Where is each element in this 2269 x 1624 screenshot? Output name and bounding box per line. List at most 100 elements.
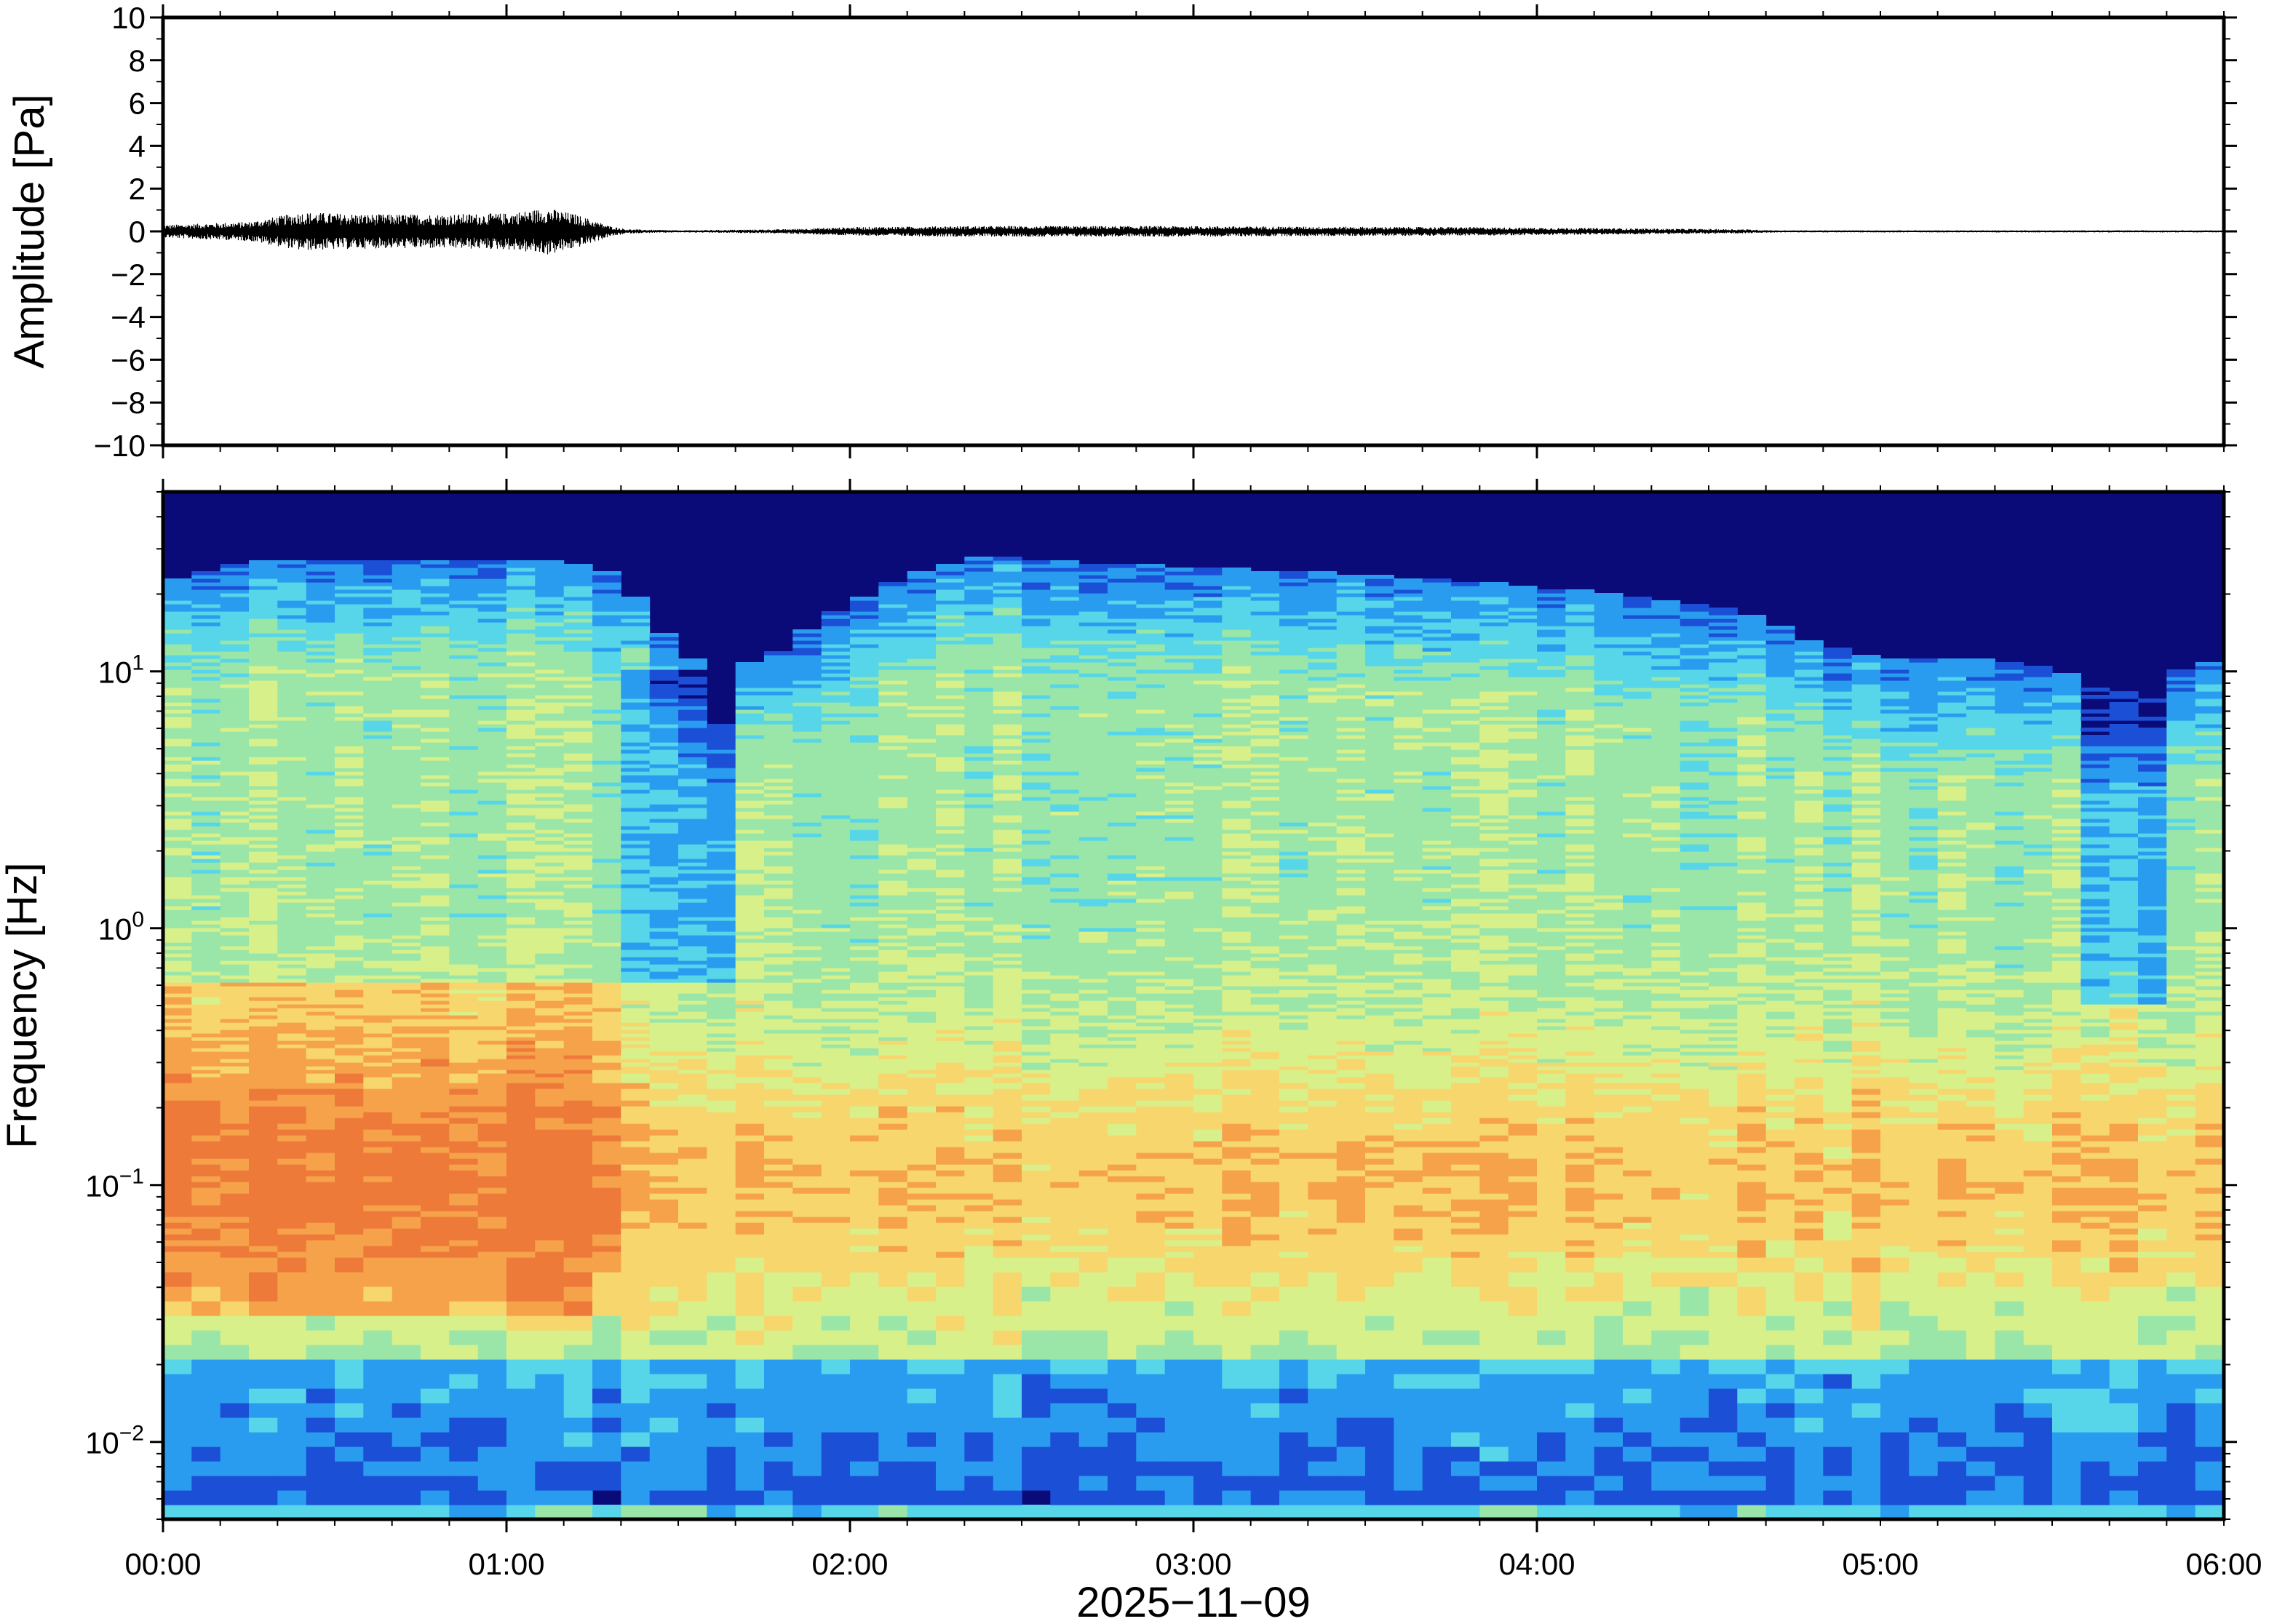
spectrogram-cell — [907, 1094, 937, 1101]
spectrogram-cell — [392, 968, 421, 972]
spectrogram-cell — [850, 618, 879, 623]
spectrogram-cell — [621, 1022, 651, 1027]
spectrogram-cell — [506, 789, 536, 794]
spectrogram-cell — [592, 1135, 621, 1142]
spectrogram-cell — [506, 815, 536, 819]
spectrogram-cell — [306, 604, 335, 608]
spectrogram-cell — [220, 909, 250, 914]
spectrogram-cell — [621, 844, 651, 848]
spectrogram-cell — [649, 1345, 679, 1360]
spectrogram-cell — [449, 855, 479, 859]
spectrogram-cell — [191, 840, 221, 845]
spectrogram-cell — [821, 811, 851, 816]
spectrogram-cell — [506, 1315, 536, 1331]
spectrogram-cell — [621, 800, 651, 805]
spectrogram-cell — [535, 1403, 565, 1418]
spectrogram-cell — [392, 695, 421, 699]
spectrogram-cell — [163, 942, 192, 947]
spectrogram-cell — [821, 1088, 851, 1095]
spectrogram-cell — [878, 928, 908, 932]
spectrogram-cell — [191, 1272, 221, 1287]
spectrogram-cell — [306, 968, 335, 972]
spectrogram-cell — [621, 837, 651, 841]
spectrogram-cell — [592, 695, 621, 699]
spectrogram-cell — [220, 735, 250, 739]
spectrogram-cell — [421, 698, 450, 703]
spectrogram-cell — [535, 728, 565, 732]
spectrogram-cell — [477, 1129, 507, 1136]
spectrogram-cell — [735, 913, 765, 918]
spectrogram-cell — [363, 1251, 393, 1258]
spectrogram-cell — [878, 891, 908, 896]
spectrogram-cell — [764, 1374, 793, 1389]
spectrogram-cell — [277, 1100, 307, 1107]
spectrogram-cell — [563, 1030, 593, 1034]
spectrogram-cell — [220, 862, 250, 867]
spectrogram-cell — [449, 582, 479, 586]
spectrogram-cell — [421, 749, 450, 754]
spectrogram-cell — [878, 1417, 908, 1433]
spectrogram-cell — [821, 1118, 851, 1124]
spectrogram-cell — [506, 713, 536, 717]
spectrogram-cell — [592, 1251, 621, 1258]
spectrogram-cell — [621, 691, 651, 696]
spectrogram-cell — [907, 953, 937, 958]
spectrogram-cell — [878, 1011, 908, 1016]
spectrogram-cell — [191, 575, 221, 579]
spectrogram-cell — [163, 673, 192, 677]
spectrogram-cell — [506, 637, 536, 641]
spectrogram-cell — [335, 848, 364, 852]
spectrogram-cell — [249, 604, 278, 608]
spectrogram-cell — [678, 913, 707, 918]
spectrogram-cell — [191, 666, 221, 670]
spectrogram-cell — [592, 837, 621, 841]
spectrogram-cell — [277, 695, 307, 699]
spectrogram-cell — [163, 1008, 192, 1012]
spectrogram-cell — [421, 1251, 450, 1258]
spectrogram-cell — [220, 779, 250, 783]
spectrogram-cell — [792, 869, 822, 874]
spectrogram-cell — [535, 1217, 565, 1223]
spectrogram-cell — [335, 1037, 364, 1041]
spectrogram-cell — [220, 604, 250, 608]
spectrogram-cell — [535, 568, 565, 572]
spectrogram-cell — [306, 851, 335, 856]
spectrogram-cell — [678, 1388, 707, 1404]
spectrogram-cell — [592, 1417, 621, 1433]
spectrogram-cell — [220, 1388, 250, 1404]
spectrogram-cell — [678, 993, 707, 998]
spectrogram-cell — [363, 862, 393, 867]
spectrogram-cell — [477, 1147, 507, 1153]
spectrogram-cell — [306, 626, 335, 630]
spectrogram-cell — [592, 1164, 621, 1171]
spectrogram-cell — [392, 866, 421, 870]
spectrogram-cell — [277, 680, 307, 685]
spectrogram-cell — [392, 582, 421, 586]
spectrogram-cell — [850, 960, 879, 965]
spectrogram-cell — [621, 819, 651, 823]
spectrogram-cell — [306, 808, 335, 812]
spectrogram-cell — [306, 964, 335, 968]
spectrogram-cell — [335, 1240, 364, 1246]
spectrogram-cell — [277, 615, 307, 619]
spectrogram-cell — [449, 1106, 479, 1112]
spectrogram-cell — [191, 957, 221, 961]
spectrogram-cell — [592, 1403, 621, 1418]
spectrogram-cell — [678, 880, 707, 885]
spectrogram-cell — [621, 600, 651, 605]
spectrogram-cell — [191, 1251, 221, 1258]
spectrogram-cell — [306, 1022, 335, 1027]
spectrogram-cell — [563, 633, 593, 637]
spectrogram-cell — [649, 1222, 679, 1229]
spectrogram-cell — [220, 742, 250, 747]
spectrogram-cell — [821, 1315, 851, 1331]
spectrogram-cell — [707, 742, 736, 747]
spectrogram-cell — [449, 1088, 479, 1095]
spectrogram-cell — [249, 578, 278, 583]
spectrogram-cell — [449, 782, 479, 787]
spectrogram-cell — [821, 1100, 851, 1107]
spectrogram-cell — [363, 975, 393, 979]
spectrogram-cell — [306, 975, 335, 979]
spectrogram-cell — [821, 622, 851, 626]
spectrogram-cell — [649, 1088, 679, 1095]
